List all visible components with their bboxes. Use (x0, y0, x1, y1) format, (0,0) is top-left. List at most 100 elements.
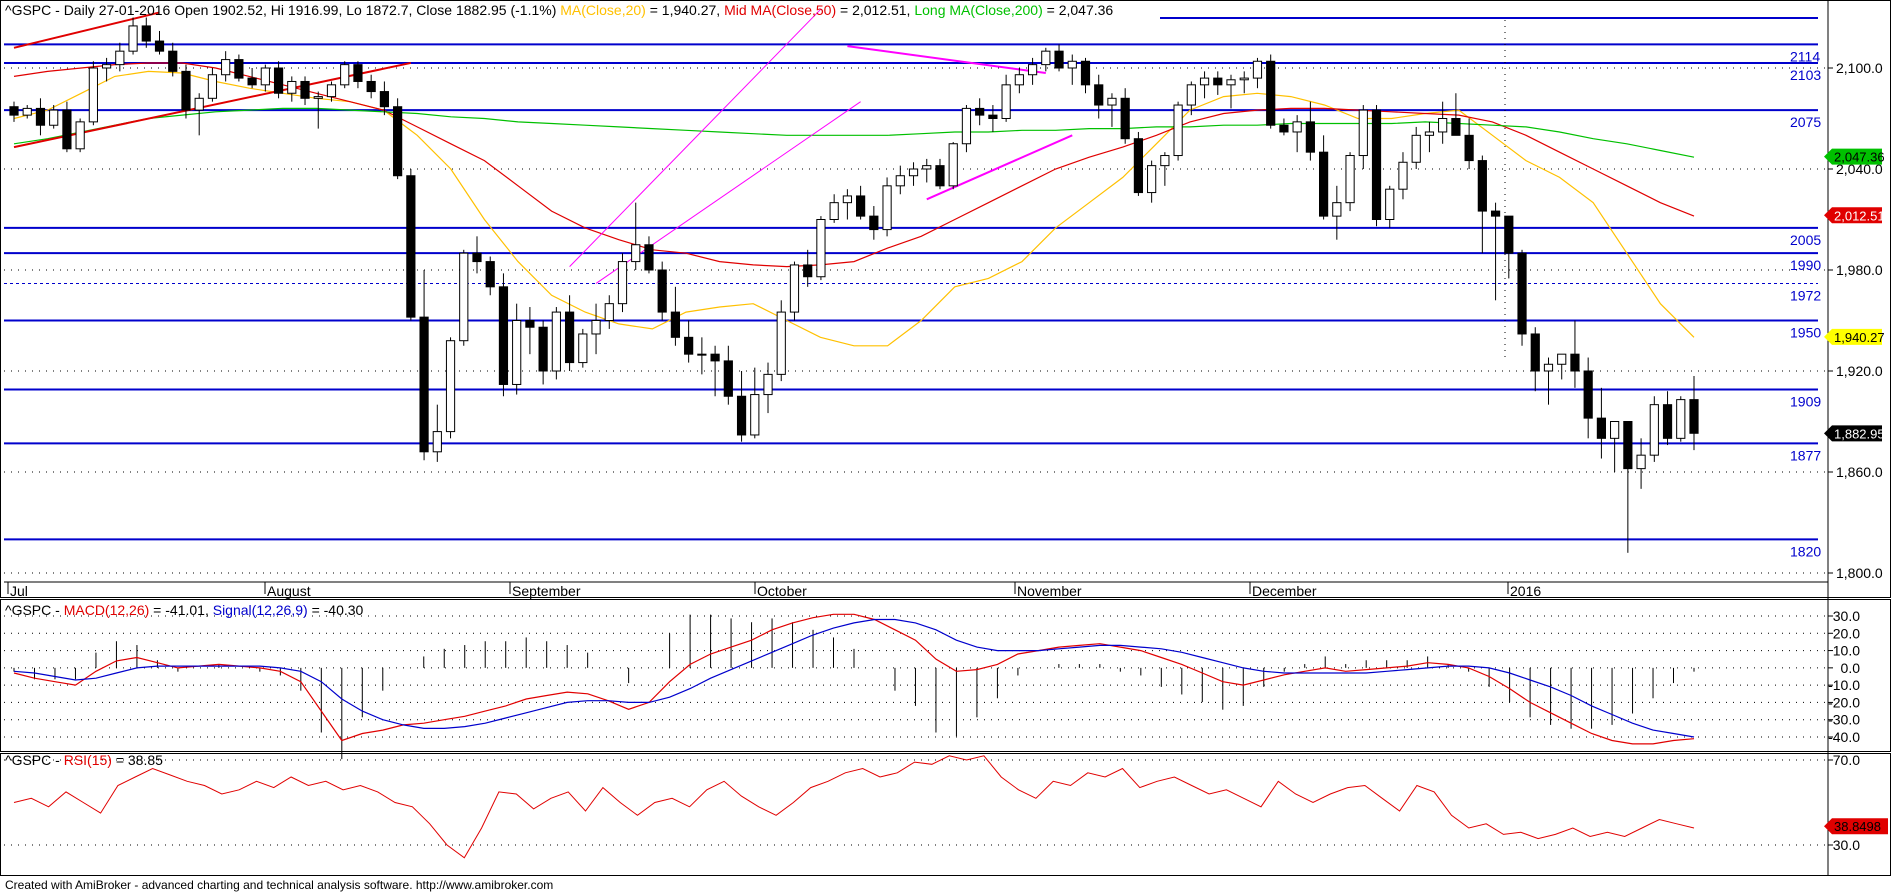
candle (22, 105, 32, 119)
macd-tick-label: -40.0 (1828, 729, 1860, 745)
x-tick-label: November (1017, 583, 1082, 599)
candle (512, 303, 522, 395)
candle-body-up (260, 67, 270, 86)
candle (1120, 88, 1130, 144)
level-label-1820: 1820 (1790, 543, 1821, 559)
candle-body-up (1385, 188, 1395, 220)
tag-label: 1,882.95 (1834, 426, 1885, 441)
candle-body-up (1543, 363, 1554, 372)
candle (1080, 57, 1091, 94)
candle (1610, 421, 1620, 472)
candle-body-up (895, 175, 905, 187)
price-tick-label: 1,800.0 (1836, 565, 1883, 581)
candle (419, 270, 429, 461)
candle-body-down (234, 59, 244, 79)
moving-averages (13, 62, 1695, 347)
price-tick-label: 2,100.0 (1836, 60, 1883, 76)
candle (1107, 93, 1117, 127)
candle-body-down (1490, 210, 1501, 217)
macd-header: ^GSPC - MACD(12,26) = -41.01, Signal(12,… (5, 602, 364, 618)
rsi-value: = 38.85 (112, 752, 163, 768)
candle-body-down (684, 336, 694, 355)
level-label-2103: 2103 (1790, 67, 1821, 83)
candle-body-up (842, 195, 852, 204)
candle (1451, 93, 1461, 136)
ma50-value: = 2,012.51, (836, 2, 914, 18)
candle (353, 61, 363, 89)
x-tick-label: 2016 (1510, 583, 1541, 599)
candle-body-up (194, 97, 204, 111)
x-tick-label: Jul (10, 583, 28, 599)
candle (154, 30, 165, 55)
rsi-tag-label: 38.8498 (1834, 819, 1881, 834)
candle (1623, 421, 1633, 553)
candle-body-down (273, 67, 284, 94)
candle-body-down (644, 244, 654, 271)
candle (1173, 101, 1183, 161)
candle (1067, 54, 1077, 85)
candle-body-down (419, 316, 429, 453)
tag-box (1824, 328, 1882, 345)
candle (803, 249, 813, 287)
candle (1543, 357, 1554, 405)
tag-box (1824, 207, 1882, 224)
candle (670, 286, 681, 346)
candle (406, 169, 416, 321)
candle (287, 76, 297, 102)
macd-tick-label: 10.0 (1833, 643, 1860, 659)
candle-body-up (1252, 60, 1263, 79)
candle-body-up (1676, 399, 1686, 439)
candle-body-down (168, 50, 178, 72)
price-horizontal-levels: 2114 2103 2075 2005 1990 1972 1950 1909 1877 1820 (4, 17, 1821, 559)
candle (657, 261, 667, 321)
candle-body-down (856, 195, 866, 217)
ma20-label: MA(Close,20) (560, 2, 646, 18)
candle (1319, 135, 1329, 220)
candle-body-down (1319, 151, 1329, 217)
candle-body-down (35, 107, 46, 126)
candle (816, 216, 826, 281)
tag-label: 2,012.51 (1834, 208, 1885, 223)
tag-label: 2,047.36 (1834, 150, 1885, 165)
candle-body-down (1080, 60, 1091, 86)
candle (829, 194, 839, 223)
candle (578, 328, 588, 368)
candle-body-up (1186, 84, 1196, 106)
candle-body-down (353, 64, 363, 82)
tag-box (1824, 425, 1882, 442)
candle-body-up (1041, 50, 1051, 66)
candle (1438, 101, 1448, 144)
candle-body-down (975, 107, 985, 116)
macd-gridlines (4, 615, 1828, 738)
candle (260, 64, 270, 92)
candle-body-down (1279, 124, 1289, 133)
candle (207, 68, 218, 102)
candle-body-up (922, 165, 932, 170)
signal-line (13, 618, 1695, 738)
candle-body-up (101, 64, 112, 69)
candle-body-up (1557, 353, 1567, 365)
candle (194, 93, 204, 136)
candle (1517, 249, 1527, 346)
candle (869, 206, 879, 240)
candle (340, 61, 350, 89)
candle-body-down (9, 106, 19, 116)
last-value-tag: 1,882.95 (1824, 425, 1885, 442)
macd-y-axis: 30.020.0 10.00.0-10.0-20.0 -30.0-40.0 (1828, 608, 1860, 745)
candle (1583, 357, 1593, 439)
candle-body-up (115, 50, 125, 66)
candle (1411, 126, 1421, 169)
candle (1160, 152, 1170, 186)
candle-body-up (313, 96, 323, 99)
macd-lines (13, 613, 1695, 745)
candle (1636, 438, 1646, 489)
footer-credit: Created with AmiBroker - advanced charti… (5, 878, 553, 892)
macd-header-symbol: ^GSPC (5, 602, 51, 618)
last-value-tag: 2,047.36 (1824, 148, 1885, 165)
candle (9, 101, 19, 122)
candle (525, 307, 535, 355)
candle-body-up (1398, 161, 1408, 190)
candle-body-up (1239, 77, 1249, 81)
candle-body-up (445, 340, 456, 433)
